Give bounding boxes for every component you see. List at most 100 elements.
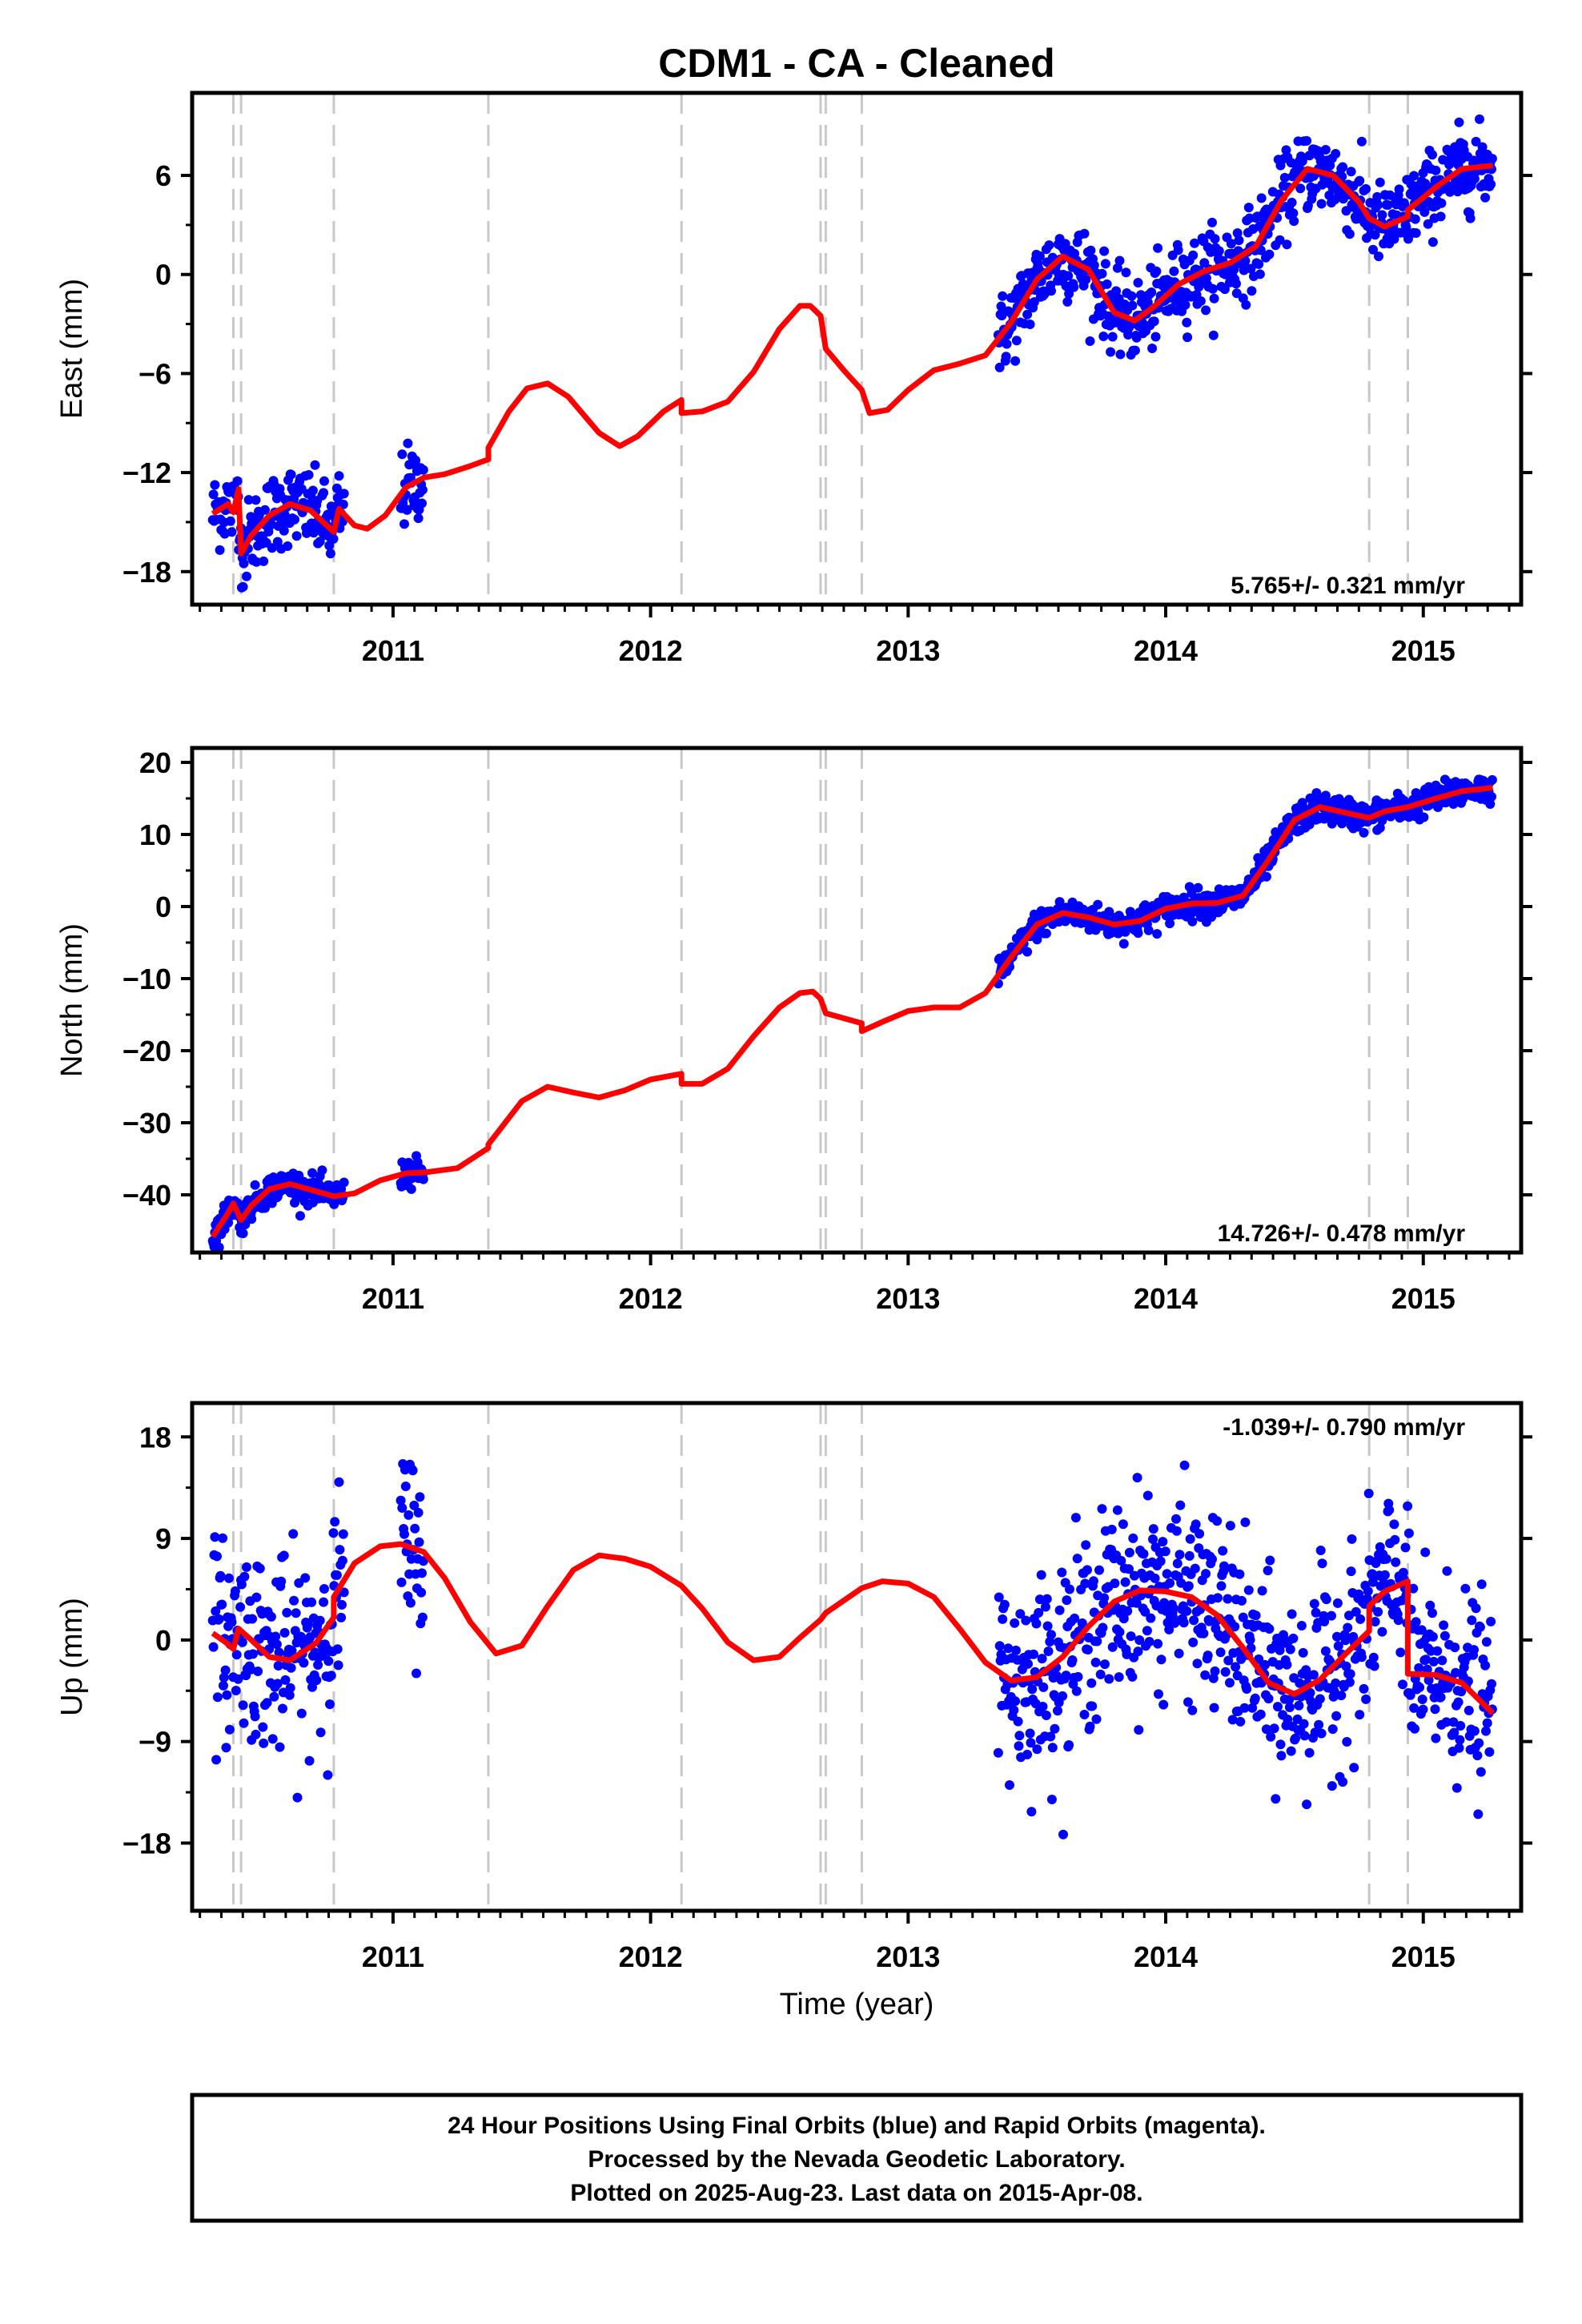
- data-point: [1149, 316, 1159, 327]
- data-point: [1054, 897, 1065, 907]
- data-point: [1060, 239, 1070, 249]
- data-point: [335, 1545, 345, 1555]
- data-point: [1338, 1777, 1348, 1787]
- data-point: [1408, 1583, 1419, 1594]
- data-point: [1082, 1645, 1093, 1655]
- data-point: [1471, 136, 1481, 147]
- data-point: [1369, 1661, 1379, 1671]
- data-point: [1150, 332, 1161, 342]
- footer-box: 24 Hour Positions Using Final Orbits (bl…: [190, 2093, 1524, 2223]
- data-point: [295, 1211, 305, 1221]
- data-point: [1041, 1602, 1050, 1612]
- data-point: [300, 1573, 311, 1583]
- data-point: [1190, 238, 1199, 248]
- data-point: [1142, 1626, 1152, 1636]
- data-point: [1255, 245, 1266, 255]
- data-point: [418, 1174, 428, 1184]
- data-point: [1050, 1723, 1060, 1734]
- data-point: [1170, 1618, 1180, 1628]
- data-point: [1089, 260, 1099, 271]
- data-point: [1005, 1780, 1014, 1790]
- data-point: [1377, 1626, 1387, 1637]
- data-point: [415, 1492, 425, 1502]
- data-point: [251, 495, 261, 505]
- data-point: [1104, 1674, 1114, 1684]
- data-point: [259, 1738, 269, 1748]
- data-point: [267, 1734, 278, 1744]
- data-point: [1130, 345, 1140, 356]
- data-point: [303, 470, 314, 480]
- data-point: [1057, 1567, 1067, 1578]
- data-point: [1286, 1746, 1296, 1756]
- data-point: [1409, 171, 1419, 181]
- data-point: [1230, 1622, 1240, 1632]
- data-point: [330, 1517, 340, 1527]
- data-point: [994, 1641, 1005, 1651]
- data-point: [1153, 1638, 1163, 1649]
- data-point: [414, 1537, 424, 1547]
- data-point: [1116, 1555, 1126, 1566]
- data-point: [247, 1214, 257, 1224]
- data-point: [1427, 1608, 1437, 1618]
- data-point: [1227, 1715, 1238, 1725]
- data-point: [1015, 1609, 1026, 1619]
- data-point: [1044, 240, 1054, 251]
- data-point: [1263, 1566, 1273, 1576]
- data-point: [1207, 1554, 1217, 1565]
- data-point: [1409, 1703, 1419, 1713]
- data-point: [1271, 1794, 1281, 1804]
- data-point: [251, 1592, 262, 1602]
- data-point: [1247, 286, 1257, 296]
- data-point: [1158, 1537, 1168, 1547]
- data-point: [1234, 235, 1244, 246]
- x-tick-label: 2012: [619, 634, 683, 667]
- data-point: [1079, 228, 1090, 239]
- data-point: [1403, 1501, 1413, 1511]
- data-point: [1079, 1710, 1090, 1719]
- data-point: [1344, 229, 1355, 239]
- x-tick-label: 2013: [876, 634, 940, 667]
- data-point: [1156, 1655, 1166, 1665]
- data-point: [260, 505, 270, 515]
- data-point: [323, 1770, 333, 1780]
- y-tick-label: 18: [139, 1421, 171, 1454]
- data-point: [1231, 1662, 1241, 1672]
- data-point: [328, 1528, 339, 1538]
- data-point: [1061, 1671, 1071, 1681]
- data-point: [1375, 822, 1385, 833]
- data-point: [1086, 245, 1096, 255]
- data-point: [1011, 336, 1022, 346]
- data-point: [1124, 1547, 1134, 1558]
- data-point: [403, 438, 413, 448]
- data-point: [1132, 1473, 1142, 1483]
- data-point: [1239, 1703, 1250, 1713]
- y-tick-label: 0: [155, 1624, 171, 1657]
- x-tick-label: 2011: [362, 1282, 424, 1315]
- data-point: [1026, 1738, 1036, 1748]
- data-point: [286, 469, 296, 480]
- data-point: [1302, 135, 1312, 146]
- data-point: [1390, 1534, 1400, 1545]
- data-point: [412, 1668, 421, 1679]
- data-point: [1356, 1652, 1367, 1663]
- data-point: [1420, 1547, 1431, 1558]
- data-point: [1070, 1513, 1081, 1523]
- data-point: [279, 1550, 289, 1561]
- data-point: [1295, 1678, 1305, 1688]
- data-point: [1138, 1549, 1149, 1559]
- data-point: [1041, 928, 1051, 939]
- data-point: [1207, 217, 1217, 227]
- data-point: [1320, 145, 1331, 155]
- data-point: [1184, 1550, 1195, 1561]
- data-point: [1289, 216, 1299, 227]
- data-point: [251, 1729, 261, 1739]
- data-point: [1077, 1618, 1087, 1628]
- data-point: [1021, 1615, 1031, 1626]
- data-point: [1127, 1671, 1138, 1682]
- data-point: [1430, 1704, 1440, 1715]
- data-point: [1473, 1809, 1484, 1819]
- data-point: [233, 1674, 243, 1684]
- data-point: [1452, 1783, 1462, 1793]
- data-point: [1085, 1721, 1095, 1731]
- data-point: [325, 549, 335, 559]
